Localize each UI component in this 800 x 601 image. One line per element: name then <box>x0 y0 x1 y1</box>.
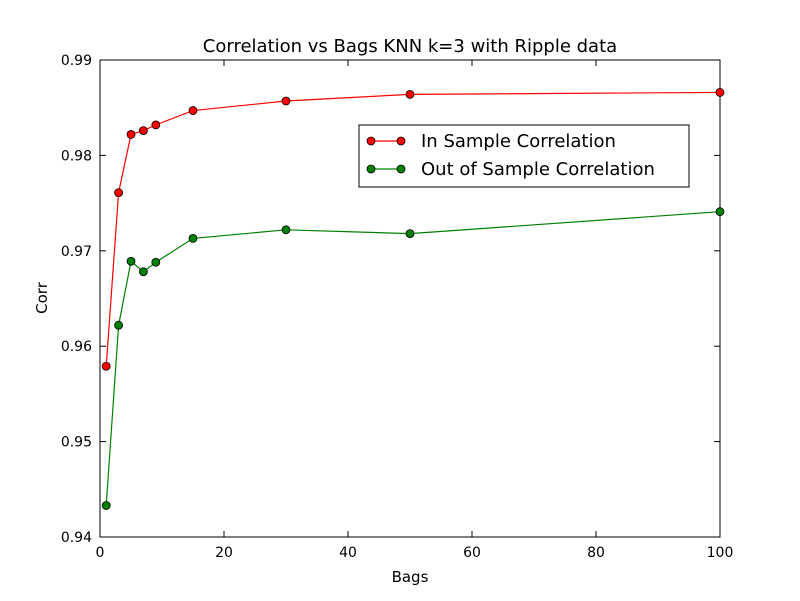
data-point-series-1 <box>188 106 198 115</box>
legend-label-2: Out of Sample Correlation <box>421 159 655 180</box>
data-point-series-2 <box>114 320 123 330</box>
y-tick-label: 0.98 <box>61 148 92 164</box>
data-point-series-2 <box>138 267 148 277</box>
data-point-series-2 <box>126 256 136 266</box>
data-point-series-1 <box>101 361 111 371</box>
data-point-series-1 <box>138 126 148 135</box>
chart-title: Correlation vs Bags KNN k=3 with Ripple … <box>203 36 617 57</box>
series-line-2 <box>105 211 721 506</box>
y-tick-label: 0.99 <box>61 53 92 69</box>
data-point-series-2 <box>151 257 161 267</box>
plot-frame <box>99 59 721 538</box>
data-point-series-1 <box>114 188 123 198</box>
data-point-series-2 <box>715 207 725 217</box>
x-tick-label: 80 <box>587 545 605 561</box>
data-point-series-1 <box>405 89 415 99</box>
y-tick-label: 0.95 <box>61 435 92 451</box>
data-point-series-1 <box>151 120 161 130</box>
data-point-series-2 <box>281 225 291 235</box>
y-axis-label: Corr <box>33 281 51 314</box>
data-point-series-2 <box>101 501 111 510</box>
x-tick-label: 0 <box>96 545 105 561</box>
data-point-series-1 <box>281 96 291 106</box>
legend-marker-1 <box>396 136 406 146</box>
plot-area: 0 20 40 60 80 100 0.94 0.95 0.96 0.97 0.98 0.99 <box>61 53 734 561</box>
data-point-series-1 <box>715 88 725 97</box>
legend-marker-2 <box>396 164 406 174</box>
data-point-series-2 <box>405 229 415 239</box>
x-tick-label: 40 <box>339 545 357 561</box>
y-tick-label: 0.94 <box>61 530 92 546</box>
legend: In Sample Correlation Out of Sample Corre… <box>358 124 690 188</box>
legend-box <box>358 124 690 188</box>
y-tick-label: 0.96 <box>61 339 92 355</box>
legend-marker-2 <box>366 164 376 174</box>
legend-label-1: In Sample Correlation <box>421 131 616 152</box>
data-point-series-2 <box>188 233 198 243</box>
x-tick-label: 60 <box>463 545 481 561</box>
y-tick-label: 0.97 <box>61 244 92 260</box>
x-tick-label: 100 <box>707 545 734 561</box>
legend-marker-1 <box>366 136 376 146</box>
data-point-series-1 <box>126 130 136 139</box>
x-axis-label: Bags <box>392 568 429 586</box>
x-tick-label: 20 <box>215 545 233 561</box>
